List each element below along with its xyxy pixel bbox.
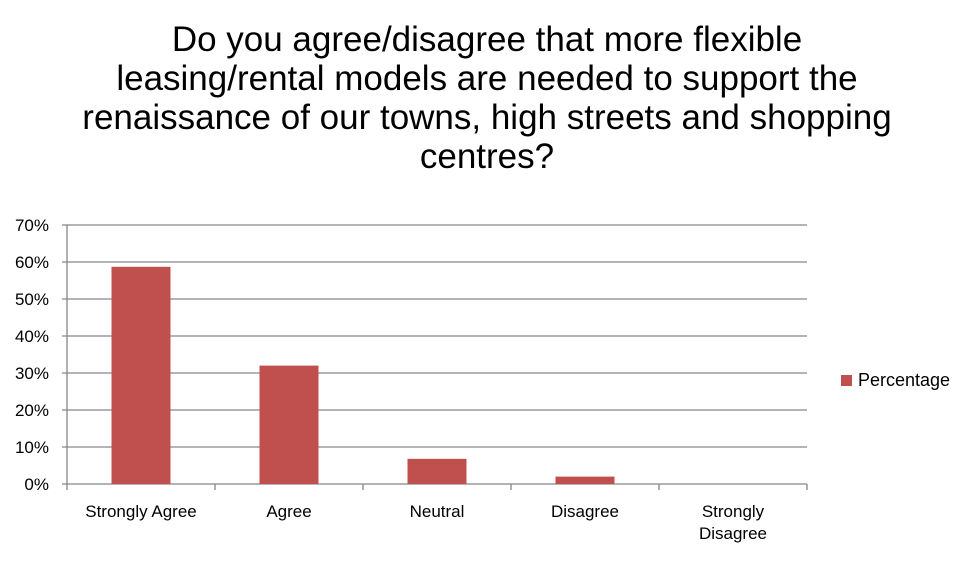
bar <box>407 458 467 484</box>
legend-swatch <box>841 375 852 386</box>
y-tick-label: 0% <box>24 475 49 494</box>
legend-label: Percentage <box>858 370 951 390</box>
x-tick-label: Strongly Agree <box>85 502 197 521</box>
y-tick-label: 60% <box>15 253 49 272</box>
bar <box>259 365 319 484</box>
y-tick-label: 70% <box>15 216 49 235</box>
bar <box>111 266 171 484</box>
y-tick-label: 50% <box>15 290 49 309</box>
y-tick-label: 40% <box>15 327 49 346</box>
legend: Percentage <box>841 370 950 391</box>
x-tick-label: Neutral <box>410 502 465 521</box>
y-tick-label: 20% <box>15 401 49 420</box>
x-tick-label: Strongly Disagree <box>699 502 767 543</box>
y-tick-label: 30% <box>15 364 49 383</box>
y-tick-label: 10% <box>15 438 49 457</box>
bar <box>555 476 615 484</box>
chart-title: Do you agree/disagree that more flexible… <box>82 20 892 176</box>
x-tick-label: Disagree <box>551 502 619 521</box>
x-tick-label: Agree <box>266 502 311 521</box>
